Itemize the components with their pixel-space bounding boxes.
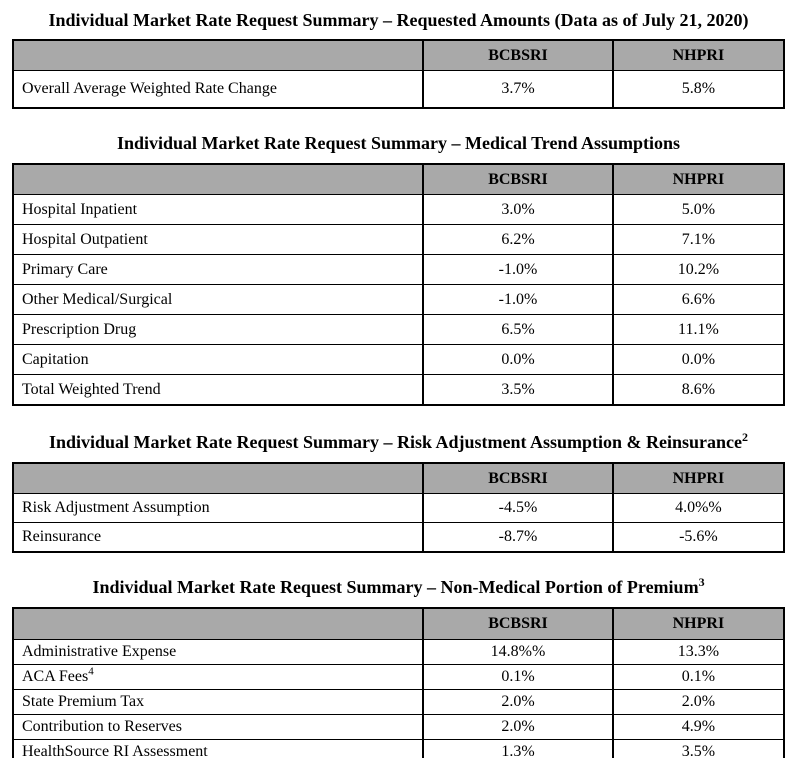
table-row: ACA Fees4 0.1% 0.1%	[13, 664, 784, 690]
risk-adjustment-table: BCBSRI NHPRI Risk Adjustment Assumption …	[12, 462, 785, 553]
row-label: Primary Care	[13, 254, 424, 285]
nhpri-value: 8.6%	[611, 374, 784, 406]
section-title-text: Individual Market Rate Request Summary –…	[48, 10, 749, 30]
non-medical-table: BCBSRI NHPRI Administrative Expense 14.8…	[12, 607, 785, 758]
table-row: HealthSource RI Assessment 1.3% 3.5%	[13, 739, 784, 758]
bcbsri-value: 6.5%	[422, 314, 613, 345]
section-title-superscript: 3	[698, 575, 705, 589]
row-label: Administrative Expense	[13, 639, 424, 665]
table-row: Other Medical/Surgical -1.0% 6.6%	[13, 284, 784, 315]
section-title-medical-trend: Individual Market Rate Request Summary –…	[12, 133, 785, 153]
row-label-superscript: 4	[88, 665, 94, 678]
row-label: ACA Fees4	[13, 664, 424, 690]
table-row: Risk Adjustment Assumption -4.5% 4.0%%	[13, 493, 784, 523]
medical-trend-table: BCBSRI NHPRI Hospital Inpatient 3.0% 5.0…	[12, 163, 785, 406]
table-header-row: BCBSRI NHPRI	[13, 39, 784, 71]
table-header-row: BCBSRI NHPRI	[13, 462, 784, 494]
row-label: HealthSource RI Assessment	[13, 739, 424, 758]
bcbsri-value: 3.0%	[422, 194, 613, 225]
bcbsri-value: 0.1%	[422, 664, 613, 690]
row-label: Prescription Drug	[13, 314, 424, 345]
header-bcbsri: BCBSRI	[422, 607, 613, 640]
section-title-non-medical: Individual Market Rate Request Summary –…	[12, 575, 785, 597]
table-header-row: BCBSRI NHPRI	[13, 607, 784, 640]
table-row: Prescription Drug 6.5% 11.1%	[13, 314, 784, 345]
requested-amounts-table: BCBSRI NHPRI Overall Average Weighted Ra…	[12, 39, 785, 109]
header-bcbsri: BCBSRI	[422, 39, 613, 71]
header-nhpri: NHPRI	[611, 462, 784, 494]
bcbsri-value: -1.0%	[422, 254, 613, 285]
table-row: Overall Average Weighted Rate Change 3.7…	[13, 70, 784, 109]
table-row: Reinsurance -8.7% -5.6%	[13, 522, 784, 553]
table-header-row: BCBSRI NHPRI	[13, 163, 784, 195]
header-empty-cell	[13, 462, 424, 494]
bcbsri-value: -4.5%	[422, 493, 613, 523]
section-title-text: Individual Market Rate Request Summary –…	[92, 577, 699, 597]
section-title-requested-amounts: Individual Market Rate Request Summary –…	[12, 10, 785, 30]
row-label: Hospital Outpatient	[13, 224, 424, 255]
bcbsri-value: 3.7%	[422, 70, 613, 109]
nhpri-value: 0.1%	[611, 664, 784, 690]
row-label: Total Weighted Trend	[13, 374, 424, 406]
bcbsri-value: 6.2%	[422, 224, 613, 255]
row-label: Other Medical/Surgical	[13, 284, 424, 315]
row-label-text: ACA Fees	[22, 668, 89, 685]
header-empty-cell	[13, 39, 424, 71]
nhpri-value: 5.8%	[611, 70, 784, 109]
bcbsri-value: 1.3%	[422, 739, 613, 758]
header-nhpri: NHPRI	[611, 163, 784, 195]
nhpri-value: 0.0%	[611, 344, 784, 375]
bcbsri-value: 0.0%	[422, 344, 613, 375]
nhpri-value: -5.6%	[611, 522, 784, 553]
table-row: Hospital Inpatient 3.0% 5.0%	[13, 194, 784, 225]
section-title-text: Individual Market Rate Request Summary –…	[116, 133, 681, 153]
table-row: Capitation 0.0% 0.0%	[13, 344, 784, 375]
row-label: Contribution to Reserves	[13, 714, 424, 740]
row-label: Risk Adjustment Assumption	[13, 493, 424, 523]
table-row: Total Weighted Trend 3.5% 8.6%	[13, 374, 784, 406]
nhpri-value: 3.5%	[611, 739, 784, 758]
nhpri-value: 10.2%	[611, 254, 784, 285]
section-title-superscript: 2	[742, 430, 749, 444]
header-bcbsri: BCBSRI	[422, 462, 613, 494]
section-title-risk-adjustment: Individual Market Rate Request Summary –…	[12, 430, 785, 452]
table-row: Administrative Expense 14.8%% 13.3%	[13, 639, 784, 665]
nhpri-value: 5.0%	[611, 194, 784, 225]
row-label: Reinsurance	[13, 522, 424, 553]
row-label: Capitation	[13, 344, 424, 375]
table-row: State Premium Tax 2.0% 2.0%	[13, 689, 784, 715]
header-empty-cell	[13, 163, 424, 195]
bcbsri-value: 2.0%	[422, 689, 613, 715]
nhpri-value: 4.9%	[611, 714, 784, 740]
bcbsri-value: 14.8%%	[422, 639, 613, 665]
bcbsri-value: -8.7%	[422, 522, 613, 553]
table-row: Contribution to Reserves 2.0% 4.9%	[13, 714, 784, 740]
header-nhpri: NHPRI	[611, 607, 784, 640]
nhpri-value: 6.6%	[611, 284, 784, 315]
nhpri-value: 13.3%	[611, 639, 784, 665]
bcbsri-value: -1.0%	[422, 284, 613, 315]
bcbsri-value: 3.5%	[422, 374, 613, 406]
nhpri-value: 7.1%	[611, 224, 784, 255]
bcbsri-value: 2.0%	[422, 714, 613, 740]
header-bcbsri: BCBSRI	[422, 163, 613, 195]
nhpri-value: 4.0%%	[611, 493, 784, 523]
row-label: Hospital Inpatient	[13, 194, 424, 225]
header-nhpri: NHPRI	[611, 39, 784, 71]
table-row: Primary Care -1.0% 10.2%	[13, 254, 784, 285]
nhpri-value: 11.1%	[611, 314, 784, 345]
section-title-text: Individual Market Rate Request Summary –…	[48, 432, 743, 452]
table-row: Hospital Outpatient 6.2% 7.1%	[13, 224, 784, 255]
row-label: Overall Average Weighted Rate Change	[13, 70, 424, 109]
row-label: State Premium Tax	[13, 689, 424, 715]
nhpri-value: 2.0%	[611, 689, 784, 715]
header-empty-cell	[13, 607, 424, 640]
